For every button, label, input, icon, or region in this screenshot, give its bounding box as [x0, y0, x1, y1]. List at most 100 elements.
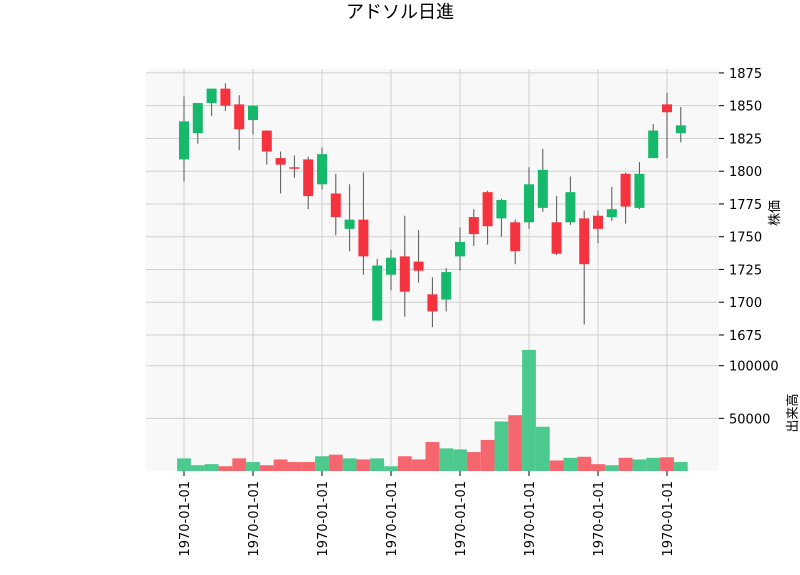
volume-bar: [673, 462, 688, 471]
candle-body: [220, 88, 231, 106]
x-tick-labels: 1970-01-01 1970-01-01 1970-01-01 1970-01-01…: [178, 471, 676, 557]
volume-bar: [535, 426, 550, 471]
volume-bar: [618, 457, 633, 471]
volume-bar: [315, 456, 329, 471]
candle-body: [579, 218, 590, 265]
volume-bar: [480, 439, 495, 471]
volume-bar: [425, 442, 440, 471]
candle-body: [537, 169, 548, 208]
x-tick-label: 1970-01-01: [385, 481, 400, 557]
candle-body: [455, 241, 465, 257]
candle-body: [289, 167, 300, 169]
volume-bar: [494, 421, 509, 471]
volume-tick-label: 100000: [729, 360, 779, 375]
volume-bar: [549, 460, 564, 471]
x-tick-label: 1970-01-01: [592, 481, 607, 557]
x-tick-label: 1970-01-01: [523, 481, 538, 557]
candle-body: [565, 192, 576, 223]
candle-body: [206, 88, 217, 104]
volume-bar: [660, 457, 674, 471]
price-tick-label: 1800: [729, 165, 762, 180]
candle-body: [468, 217, 479, 235]
volume-bar: [466, 452, 481, 471]
volume-bar: [177, 458, 191, 471]
volume-bar: [563, 457, 578, 471]
volume-bar: [301, 462, 316, 471]
volume-bar: [328, 454, 343, 471]
candle-body: [399, 256, 410, 292]
volume-bar: [577, 456, 592, 471]
candle-body: [261, 130, 272, 152]
x-tick-label: 1970-01-01: [454, 481, 469, 557]
volume-bar: [411, 459, 426, 471]
candle-body: [344, 219, 355, 229]
candle-body: [593, 215, 603, 229]
candle-body: [192, 103, 203, 134]
price-tick-label: 1775: [729, 198, 762, 213]
price-tick-label: 1700: [729, 296, 762, 311]
candle-bodies: [179, 88, 686, 321]
chart-title: アドソル日進: [346, 2, 454, 23]
price-axis-label: 株価: [768, 200, 783, 226]
volume-bar: [259, 465, 274, 471]
volume-bar: [397, 456, 412, 471]
x-tick-label: 1970-01-01: [661, 481, 676, 557]
x-tick-label: 1970-01-01: [178, 481, 193, 557]
volume-bar: [591, 464, 605, 471]
volume-bar: [246, 462, 260, 471]
candle-body: [386, 257, 396, 275]
price-tick-label: 1725: [729, 263, 762, 278]
candle-body: [551, 222, 562, 254]
volume-bar: [287, 462, 302, 471]
volume-bar: [646, 457, 661, 471]
candle-body: [662, 104, 672, 113]
candle-body: [620, 173, 631, 207]
volume-bar: [342, 458, 357, 471]
price-tick-label: 1750: [729, 231, 762, 246]
volume-bar: [604, 465, 619, 471]
candle-body: [372, 265, 383, 321]
volume-axis-label: 出来高: [785, 393, 800, 432]
candle-body: [179, 121, 189, 160]
volume-bar: [370, 458, 385, 471]
y-tick-labels: 1675 1700 1725 1750 1775 1800 1825 1850 1875 5000…: [719, 67, 779, 427]
candle-body: [524, 184, 534, 223]
candle-body: [275, 158, 286, 165]
volume-bar: [218, 466, 233, 471]
price-tick-label: 1850: [729, 100, 762, 115]
volume-bar: [204, 464, 219, 471]
candle-body: [634, 173, 645, 208]
candle-body: [248, 105, 258, 121]
candle-body: [496, 200, 507, 219]
volume-bar: [356, 459, 371, 471]
volume-bar: [453, 449, 467, 471]
volume-bar: [384, 466, 398, 471]
candle-body: [427, 294, 438, 312]
x-tick-label: 1970-01-01: [316, 481, 331, 557]
price-tick-label: 1875: [729, 67, 762, 82]
price-tick-label: 1675: [729, 329, 762, 344]
volume-bar: [273, 459, 288, 471]
x-tick-label: 1970-01-01: [247, 481, 262, 557]
volume-bar: [439, 448, 454, 471]
volume-bar: [632, 459, 647, 471]
candle-body: [234, 104, 245, 130]
candle-body: [317, 154, 327, 185]
volume-tick-label: 50000: [729, 412, 770, 427]
candle-body: [441, 272, 452, 300]
volume-bar: [522, 349, 536, 471]
volume-bar: [190, 465, 205, 471]
candle-body: [648, 130, 659, 159]
candle-body: [482, 192, 493, 227]
candle-body: [358, 219, 369, 257]
candle-body: [675, 125, 686, 134]
candle-body: [330, 193, 341, 218]
candle-body: [413, 261, 424, 271]
candle-body: [510, 222, 521, 252]
volume-bar: [232, 458, 247, 471]
volume-bar: [508, 415, 523, 471]
volume-bars: [177, 349, 688, 471]
price-tick-label: 1825: [729, 132, 762, 147]
candle-body: [606, 209, 617, 218]
